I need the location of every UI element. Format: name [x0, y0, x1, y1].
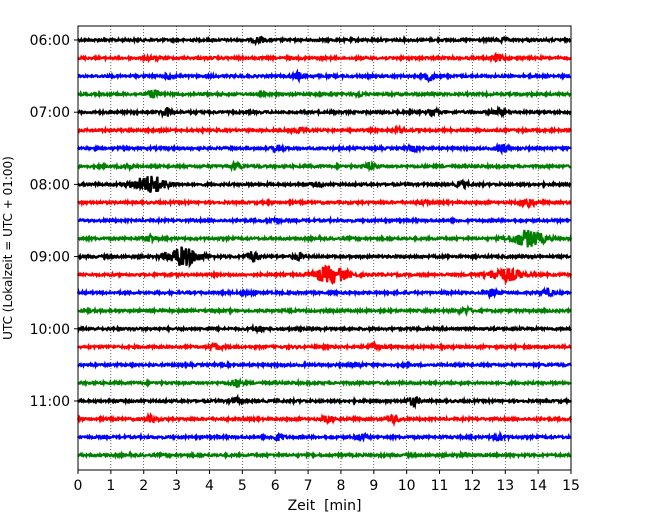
- y-axis-label: UTC (Lokalzeit = UTC + 01:00): [1, 156, 15, 340]
- seismic-trace: [77, 88, 572, 100]
- y-tick-label: 09:00: [30, 250, 70, 266]
- x-tick-label: 13: [496, 478, 514, 494]
- seismic-trace: [77, 197, 572, 210]
- seismic-trace: [77, 34, 572, 47]
- seismic-trace: [76, 411, 572, 428]
- x-tick-label: 3: [172, 478, 181, 494]
- x-tick-label: 4: [205, 478, 214, 494]
- seismic-trace: [76, 393, 573, 410]
- seismic-trace: [76, 322, 572, 335]
- seismic-trace: [77, 159, 572, 173]
- seismic-trace: [77, 124, 572, 136]
- seismic-trace: [76, 286, 573, 300]
- plot-background: [78, 26, 571, 470]
- y-axis-ticks: 06:00 07:00 08:00 09:00 10:00 11:00: [30, 33, 78, 410]
- seismic-trace: [77, 215, 572, 226]
- x-tick-label: 8: [336, 478, 345, 494]
- x-tick-label: 5: [238, 478, 247, 494]
- seismic-trace: [77, 68, 572, 84]
- seismic-traces: [76, 34, 573, 460]
- seismic-trace: [76, 141, 572, 156]
- y-tick-label: 11:00: [30, 394, 70, 410]
- vertical-gridlines: [110, 26, 539, 470]
- y-tick-label: 06:00: [30, 33, 70, 49]
- x-tick-label: 6: [271, 478, 280, 494]
- x-tick-label: 11: [431, 478, 449, 494]
- seismic-trace: [76, 264, 573, 286]
- x-tick-label: 10: [398, 478, 416, 494]
- seismic-trace: [77, 449, 572, 460]
- x-tick-label: 7: [304, 478, 313, 494]
- x-tick-label: 12: [463, 478, 481, 494]
- x-axis-ticks: 0 1 2 3 4 5 6 7 8 9 10 11 12 13 14 15: [74, 470, 580, 494]
- x-tick-label: 1: [106, 478, 115, 494]
- seismic-trace: [77, 229, 573, 248]
- seismic-trace: [77, 430, 572, 443]
- seismic-trace: [77, 359, 573, 370]
- x-tick-label: 9: [369, 478, 378, 494]
- seismic-trace: [77, 105, 572, 119]
- seismic-trace: [77, 377, 572, 389]
- seismic-trace: [77, 339, 572, 353]
- x-tick-label: 14: [529, 478, 547, 494]
- x-tick-label: 2: [139, 478, 148, 494]
- y-tick-label: 08:00: [30, 177, 70, 193]
- y-tick-label: 10:00: [30, 322, 70, 338]
- seismic-trace: [77, 246, 572, 269]
- seismic-trace: [77, 175, 572, 193]
- x-tick-label: 0: [74, 478, 83, 494]
- x-tick-label: 15: [562, 478, 580, 494]
- x-axis-label: Zeit [min]: [288, 498, 362, 514]
- seismic-trace: [77, 51, 572, 64]
- seismic-trace: [77, 304, 572, 317]
- plot-frame: [77, 25, 572, 471]
- y-tick-label: 07:00: [30, 105, 70, 121]
